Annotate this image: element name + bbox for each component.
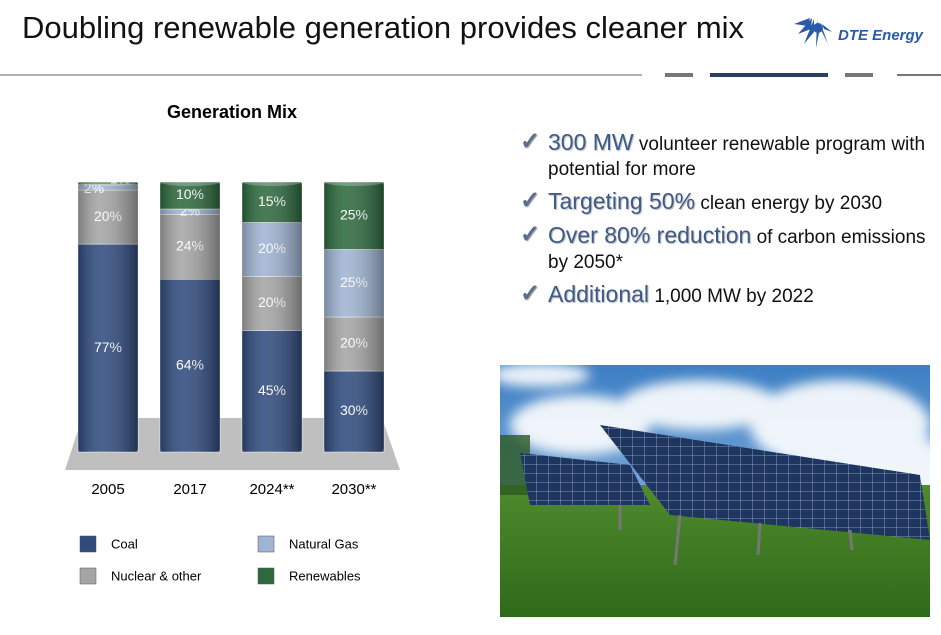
legend-label: Coal: [111, 536, 138, 551]
bullet-text: volunteer renewable program with potenti…: [548, 134, 926, 180]
bullet-highlight: Over 80% reduction: [548, 222, 752, 248]
bar-shading: [160, 182, 220, 452]
bullet-text: of carbon emissions by 2050*: [548, 227, 926, 273]
x-tick-label: 2024**: [249, 481, 294, 498]
bar-cap: [242, 178, 302, 186]
bullet-text: 1,000 MW by 2022: [654, 286, 814, 307]
x-tick-label: 2030**: [331, 481, 376, 498]
bullet: Additional 1,000 MW by 2022: [520, 281, 930, 309]
x-tick-label: 2017: [173, 481, 206, 498]
legend-swatch: [257, 535, 275, 553]
bar-shading: [324, 182, 384, 452]
legend-swatch: [79, 535, 97, 553]
chart-title: Generation Mix: [167, 102, 297, 122]
bar-shading: [78, 182, 138, 452]
bar-cap: [324, 178, 384, 186]
bullet: Targeting 50% clean energy by 2030: [520, 188, 930, 216]
legend-swatch: [79, 567, 97, 585]
legend-label: Renewables: [289, 568, 361, 583]
bullet: 300 MW volunteer renewable program with …: [520, 129, 930, 182]
bar-cap: [78, 178, 138, 186]
legend-swatch: [257, 567, 275, 585]
bullet: Over 80% reduction of carbon emissions b…: [520, 222, 930, 275]
bullet-highlight: 300 MW: [548, 129, 634, 155]
logo: DTE Energy: [794, 18, 924, 48]
bar-cap: [160, 178, 220, 186]
bullet-highlight: Additional: [548, 281, 650, 307]
bullet-list: 300 MW volunteer renewable program with …: [520, 129, 930, 316]
chart-floor: [65, 418, 400, 470]
bar-shading: [242, 182, 302, 452]
solar-photo: [500, 365, 930, 617]
x-tick-label: 2005: [91, 481, 124, 498]
bullet-text: clean energy by 2030: [700, 193, 883, 214]
chart: Generation Mix 200577%20%2%1%201764%24%2…: [65, 102, 400, 585]
logo-text: DTE Energy: [838, 27, 924, 44]
legend-label: Nuclear & other: [111, 568, 202, 583]
bullet-highlight: Targeting 50%: [548, 188, 696, 214]
slide-title: Doubling renewable generation provides c…: [22, 10, 745, 45]
header-rule: [0, 73, 941, 77]
legend-label: Natural Gas: [289, 536, 359, 551]
